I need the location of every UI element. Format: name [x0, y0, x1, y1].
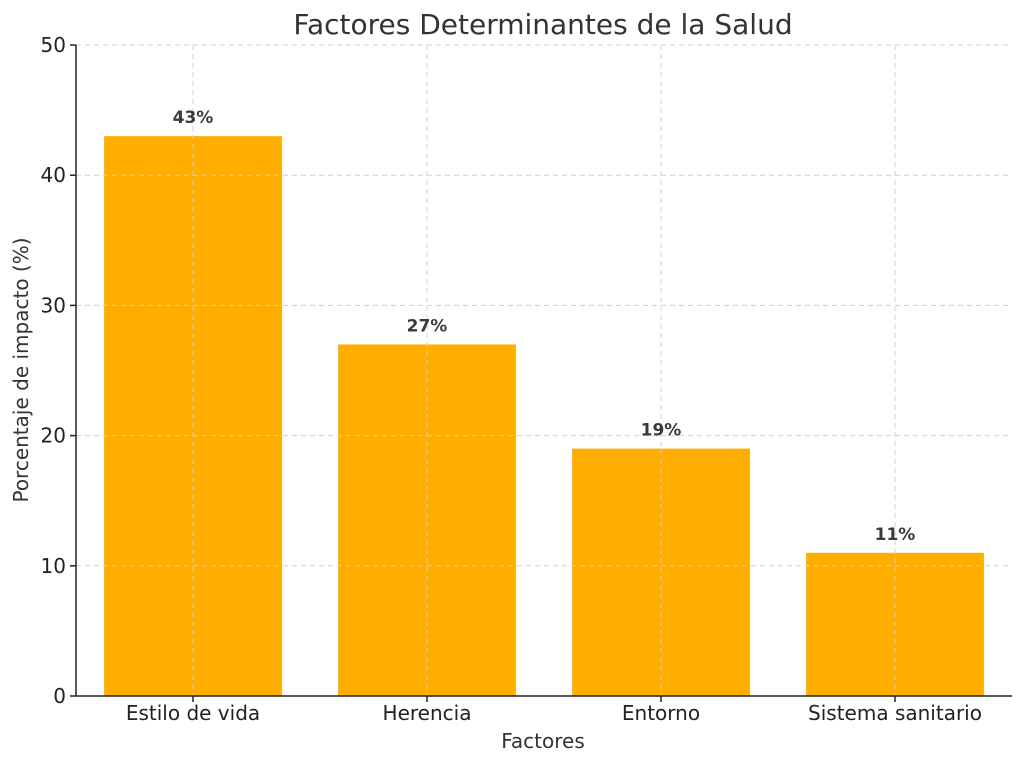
y-tick-label: 50: [41, 33, 66, 57]
data-label: 19%: [641, 421, 682, 441]
data-label: 11%: [875, 525, 916, 545]
bars: [104, 136, 984, 696]
data-labels: 43% 27% 19% 11%: [173, 108, 916, 545]
y-tick-label: 20: [41, 424, 66, 448]
x-tick-label: Sistema sanitario: [808, 701, 982, 725]
y-tick-label: 40: [41, 163, 66, 187]
x-axis-label: Factores: [501, 729, 585, 753]
y-axis-label: Porcentaje de impacto (%): [9, 237, 33, 502]
grid: [76, 44, 1012, 696]
y-axis-ticks: 0 10 20 30 40 50: [41, 33, 76, 708]
x-axis-ticks: Estilo de vida Herencia Entorno Sistema san…: [126, 696, 982, 725]
y-tick-label: 0: [53, 684, 66, 708]
data-label: 27%: [407, 316, 448, 336]
y-tick-label: 10: [41, 554, 66, 578]
y-tick-label: 30: [41, 293, 66, 317]
chart-title: Factores Determinantes de la Salud: [293, 8, 792, 41]
x-tick-label: Estilo de vida: [126, 701, 260, 725]
x-tick-label: Entorno: [622, 701, 700, 725]
data-label: 43%: [173, 108, 214, 128]
bar: [338, 344, 516, 696]
x-tick-label: Herencia: [383, 701, 472, 725]
